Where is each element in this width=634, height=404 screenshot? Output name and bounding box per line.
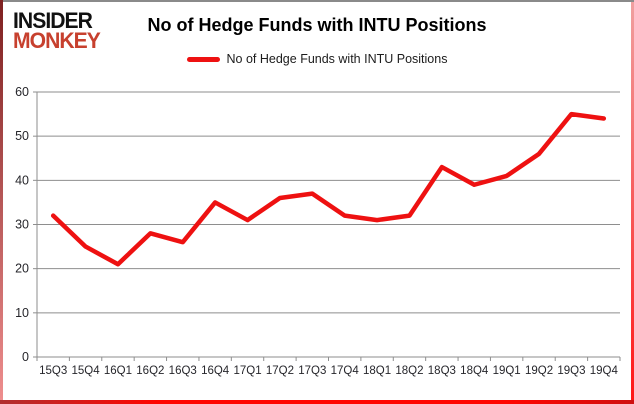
- y-axis-label: 0: [22, 350, 29, 364]
- x-axis-label: 18Q4: [460, 365, 489, 377]
- x-axis-label: 15Q3: [39, 365, 67, 377]
- logo-monkey-text: MONKEY: [13, 28, 101, 54]
- x-axis-label: 18Q1: [363, 365, 391, 377]
- chart-title: No of Hedge Funds with INTU Positions: [147, 15, 487, 35]
- y-axis-label: 20: [15, 262, 29, 276]
- x-axis-label: 15Q4: [72, 365, 101, 377]
- insider-monkey-logo: INSIDER MONKEY: [13, 8, 101, 54]
- x-axis-label: 16Q3: [169, 365, 197, 377]
- frame-border-bottom: [0, 400, 634, 404]
- x-axis-label: 16Q1: [104, 365, 132, 377]
- y-axis-label: 40: [15, 173, 29, 187]
- x-axis-label: 19Q1: [493, 365, 521, 377]
- x-axis-label: 17Q4: [331, 365, 360, 377]
- frame-border-top: [0, 0, 634, 2]
- x-axis-label: 19Q4: [590, 365, 619, 377]
- x-axis-label: 17Q1: [233, 365, 261, 377]
- frame-border-left: [0, 0, 3, 404]
- y-axis-label: 50: [15, 129, 29, 143]
- y-axis-label: 60: [15, 85, 29, 99]
- x-axis-label: 19Q3: [557, 365, 585, 377]
- x-axis-label: 18Q2: [395, 365, 423, 377]
- x-axis-label: 18Q3: [428, 365, 456, 377]
- frame-border-right: [631, 2, 634, 404]
- x-axis-label: 19Q2: [525, 365, 553, 377]
- x-axis-label: 16Q4: [201, 365, 230, 377]
- x-axis-label: 16Q2: [136, 365, 164, 377]
- y-axis-label: 30: [15, 218, 29, 232]
- x-axis-label: 17Q2: [266, 365, 294, 377]
- chart-legend: No of Hedge Funds with INTU Positions: [0, 52, 634, 66]
- x-axis-label: 17Q3: [298, 365, 326, 377]
- y-axis-label: 10: [15, 306, 29, 320]
- series-line: [50, 111, 607, 267]
- legend-line-swatch: [186, 56, 220, 62]
- logo-insider-text: INSIDER: [13, 8, 93, 33]
- legend-label: No of Hedge Funds with INTU Positions: [226, 52, 448, 66]
